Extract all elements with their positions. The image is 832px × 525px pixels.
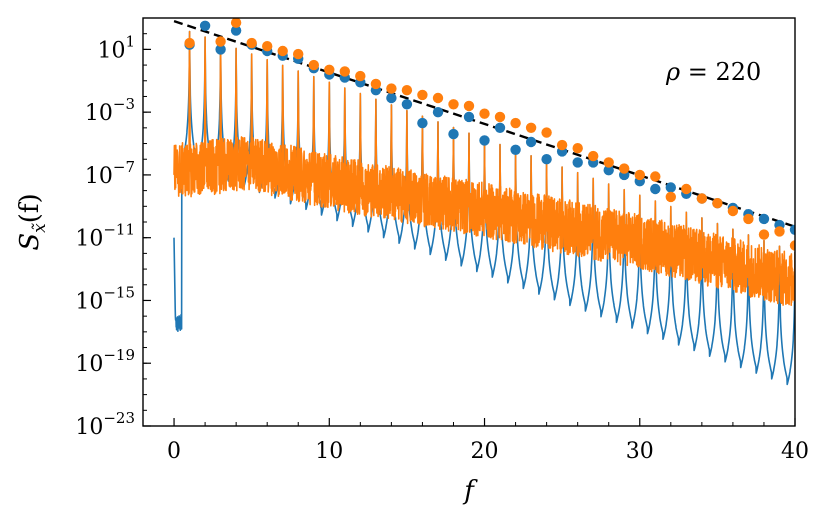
y-tick-label: 10−3: [85, 95, 135, 126]
orange-marker-12: [355, 70, 366, 82]
orange-marker-34: [696, 193, 708, 204]
blue-marker-28: [603, 165, 614, 176]
orange-marker-19: [463, 100, 475, 112]
orange-marker-14: [386, 83, 397, 94]
orange-marker-13: [370, 78, 382, 90]
y-tick-label: 10−19: [75, 346, 135, 377]
orange-marker-28: [603, 157, 614, 168]
y-tick-label: 101: [97, 32, 135, 63]
blue-marker-21: [494, 122, 506, 133]
orange-marker-39: [774, 226, 785, 237]
blue-marker-24: [541, 154, 552, 165]
y-tick-label: 10−23: [75, 409, 135, 440]
blue-marker-4: [230, 25, 242, 36]
y-axis-title: Sx̃(f): [15, 193, 50, 250]
orange-marker-20: [479, 108, 490, 119]
blue-marker-3: [215, 44, 226, 55]
orange-marker-27: [588, 150, 599, 162]
orange-marker-5: [246, 37, 257, 49]
y-axis-title-main: S: [15, 233, 45, 251]
orange-marker-26: [572, 143, 583, 154]
orange-marker-16: [417, 89, 428, 101]
x-tick-label: 10: [315, 439, 343, 464]
orange-marker-17: [432, 92, 444, 104]
blue-marker-32: [665, 182, 676, 193]
annotation-rho: ρ = 220: [665, 58, 761, 86]
blue-marker-14: [386, 92, 397, 104]
annotation-symbol: ρ: [665, 58, 680, 86]
orange-marker-38: [758, 229, 770, 240]
orange-marker-11: [339, 66, 350, 77]
x-tick-label: 0: [167, 439, 181, 464]
orange-marker-33: [681, 183, 692, 195]
annotation-value: = 220: [680, 58, 761, 86]
dashed-fit-line: [173, 19, 795, 228]
orange-marker-10: [324, 64, 335, 76]
orange-marker-8: [293, 48, 304, 60]
blue-marker-17: [432, 107, 444, 118]
x-tick-label: 20: [471, 439, 499, 464]
x-tick-label: 30: [626, 439, 654, 464]
blue-marker-2: [199, 20, 211, 31]
orange-marker-35: [712, 198, 723, 209]
orange-marker-30: [634, 169, 645, 181]
orange-marker-9: [308, 59, 319, 71]
orange-marker-15: [401, 85, 413, 96]
orange-marker-25: [556, 139, 568, 151]
blue-marker-23: [525, 136, 537, 148]
y-axis-title-tail: (f): [15, 193, 45, 223]
x-axis: 0 10 20 30 40: [167, 418, 809, 464]
blue-marker-16: [417, 117, 428, 129]
orange-marker-40: [789, 240, 795, 251]
y-tick-label: 10−7: [85, 158, 135, 189]
orange-marker-23: [525, 122, 537, 133]
x-tick-label: 40: [781, 439, 809, 464]
orange-marker-29: [619, 163, 630, 174]
y-axis: 101 10−3 10−7 10−11 10−15 10−19 10−23: [75, 32, 151, 440]
blue-marker-15: [401, 99, 413, 110]
orange-marker-22: [510, 117, 521, 129]
blue-marker-40: [789, 224, 795, 235]
orange-marker-36: [727, 205, 739, 217]
blue-marker-20: [479, 135, 490, 146]
blue-marker-19: [463, 111, 475, 123]
orange-marker-7: [277, 45, 288, 57]
blue-marker-18: [448, 128, 459, 140]
orange-marker-37: [743, 213, 754, 225]
orange-marker-group: [184, 18, 795, 251]
y-axis-title-sub: x̃: [30, 223, 50, 233]
blue-marker-22: [510, 144, 521, 155]
orange-marker-31: [650, 171, 661, 182]
orange-marker-32: [665, 191, 676, 203]
orange-marker-6: [262, 41, 273, 52]
orange-marker-4: [230, 18, 242, 28]
orange-marker-24: [541, 127, 552, 138]
orange-marker-18: [448, 99, 459, 110]
blue-marker-31: [650, 183, 661, 195]
orange-marker-1: [184, 37, 195, 49]
blue-marker-26: [572, 157, 583, 168]
orange-marker-3: [215, 36, 226, 47]
y-tick-label: 10−15: [75, 283, 135, 314]
orange-marker-21: [494, 111, 506, 123]
y-tick-label: 10−11: [75, 221, 135, 252]
blue-marker-38: [758, 213, 770, 225]
svg-text:Sx̃(f): Sx̃(f): [15, 193, 50, 250]
